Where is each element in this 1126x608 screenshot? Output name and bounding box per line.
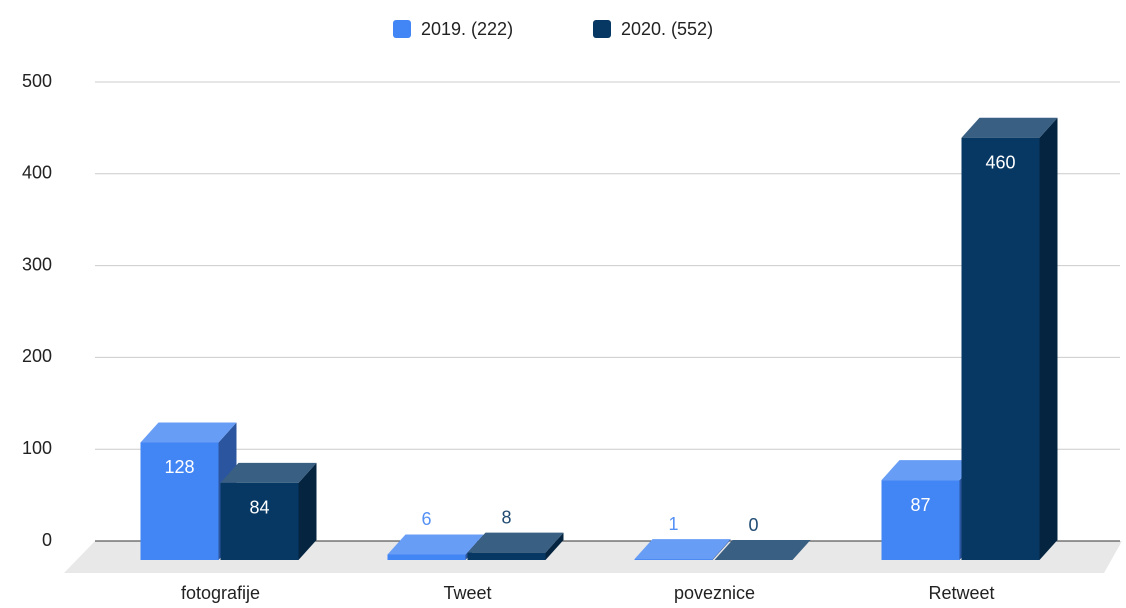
y-tick-label: 300 bbox=[22, 254, 52, 274]
bar bbox=[387, 554, 466, 560]
bar bbox=[140, 442, 219, 560]
x-tick-label: Retweet bbox=[928, 583, 994, 603]
value-label: 84 bbox=[249, 498, 269, 518]
bar-top bbox=[220, 462, 317, 483]
legend-label: 2019. (222) bbox=[421, 19, 513, 39]
value-label: 1 bbox=[668, 514, 678, 534]
value-label: 460 bbox=[985, 152, 1015, 172]
x-tick-label: Tweet bbox=[443, 583, 491, 603]
legend-label: 2020. (552) bbox=[621, 19, 713, 39]
bar-side bbox=[545, 532, 564, 560]
bar-side bbox=[1039, 117, 1058, 560]
value-label: 8 bbox=[501, 507, 511, 527]
x-tick-label: fotografije bbox=[181, 583, 260, 603]
bar-top bbox=[961, 117, 1058, 138]
bar bbox=[961, 137, 1040, 560]
y-tick-label: 100 bbox=[22, 438, 52, 458]
y-tick-label: 200 bbox=[22, 346, 52, 366]
bar-top bbox=[634, 539, 731, 560]
x-tick-label: poveznice bbox=[674, 583, 755, 603]
bar-side bbox=[712, 539, 731, 560]
bar-top bbox=[714, 540, 811, 560]
value-label: 0 bbox=[748, 515, 758, 535]
bar bbox=[467, 552, 546, 560]
bar bbox=[634, 559, 713, 560]
value-label: 87 bbox=[910, 495, 930, 515]
y-tick-label: 500 bbox=[22, 71, 52, 91]
floor bbox=[64, 541, 1122, 573]
bar-top bbox=[387, 534, 484, 555]
y-tick-label: 0 bbox=[42, 530, 52, 550]
bar bbox=[881, 480, 960, 560]
value-label: 6 bbox=[421, 509, 431, 529]
bar bbox=[220, 482, 299, 560]
bar-side bbox=[298, 462, 317, 560]
y-tick-label: 400 bbox=[22, 163, 52, 183]
legend-swatch bbox=[593, 20, 611, 38]
bar-top bbox=[140, 422, 237, 443]
bar-top bbox=[467, 532, 564, 553]
legend-swatch bbox=[393, 20, 411, 38]
value-label: 128 bbox=[164, 457, 194, 477]
bar-top bbox=[881, 460, 978, 481]
